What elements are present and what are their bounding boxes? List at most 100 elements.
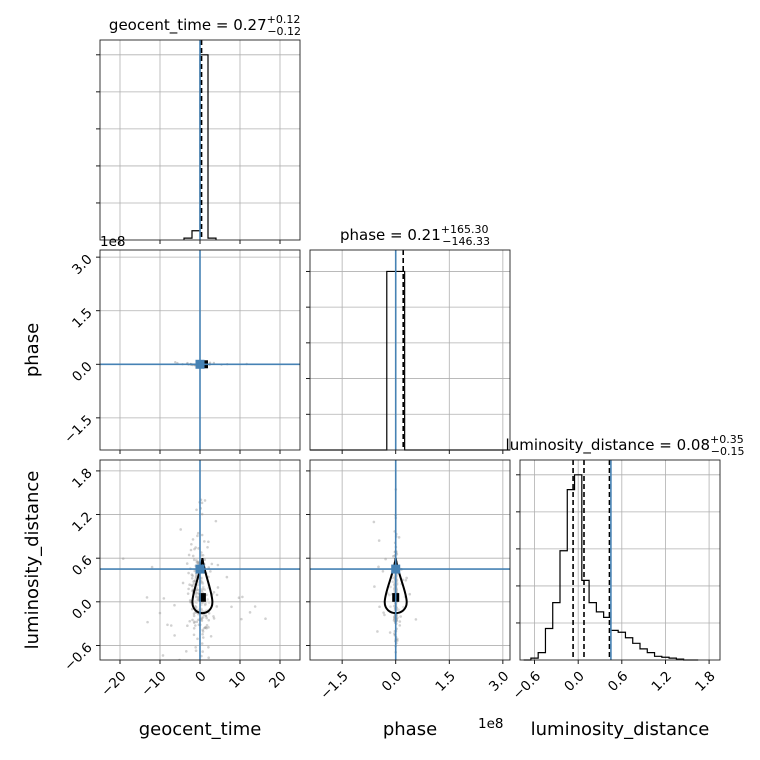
scatter-point	[181, 581, 185, 585]
scatter-point	[373, 585, 376, 588]
scatter-point	[188, 583, 191, 586]
title-eq: =	[385, 226, 407, 244]
scatter-point	[378, 605, 381, 609]
x-tick-label: 0.0	[561, 668, 588, 695]
scatter-point	[196, 596, 200, 600]
scatter-point	[195, 601, 198, 604]
scatter-point	[404, 579, 408, 582]
title-median: 0.21	[407, 226, 440, 244]
scatter-point	[216, 586, 220, 589]
scatter-point	[402, 605, 405, 609]
scatter-point	[121, 557, 125, 560]
scatter-point	[392, 604, 396, 608]
panel-frame	[519, 459, 721, 661]
scatter-point	[216, 563, 220, 567]
scatter-panel-geocent_time-vs-phase: −1.5 0.0 1.5 3.0	[61, 249, 301, 454]
scatter-point	[193, 579, 197, 582]
scatter-point	[197, 560, 200, 564]
scatter-point	[414, 618, 418, 621]
x-tick-label: 1.2	[649, 668, 676, 695]
scatter-point	[210, 562, 214, 566]
y-tick-label: 1.8	[69, 465, 96, 492]
scatter-point	[195, 561, 199, 564]
scatter-point	[194, 576, 198, 580]
truth-marker	[195, 359, 205, 369]
x-tick-label: −20	[98, 668, 129, 699]
scatter-point	[202, 587, 205, 591]
scatter-point	[166, 623, 169, 627]
scatter-point	[191, 574, 194, 578]
title-minus: −0.15	[711, 445, 745, 458]
scatter-point	[179, 528, 183, 531]
scatter-point	[202, 613, 206, 617]
scatter-point	[207, 540, 210, 544]
scatter-point	[372, 520, 376, 524]
x-tick-label: 0.0	[379, 668, 406, 695]
scatter-point	[201, 616, 205, 619]
scatter-point	[240, 617, 243, 621]
scatter-point	[203, 588, 207, 592]
scatter-point	[207, 611, 211, 615]
scatter-point	[193, 620, 196, 624]
scatter-point	[204, 625, 207, 629]
scatter-point	[396, 639, 399, 642]
histogram-step	[310, 270, 510, 451]
scatter-point	[399, 615, 402, 618]
scatter-point	[196, 531, 200, 535]
scatter-point	[200, 533, 204, 537]
scatter-panel-geocent_time-vs-luminosity_distance: −20 −10 0 10 20 −0.6 0.0 0.6 1.2 1.8	[61, 459, 301, 700]
scatter-point	[394, 700, 397, 703]
scatter-point	[194, 605, 197, 608]
scatter-point	[392, 619, 396, 622]
scatter-point	[158, 611, 162, 615]
y-tick-label: −1.5	[61, 412, 95, 446]
scatter-point	[201, 632, 204, 636]
scatter-point	[212, 617, 216, 620]
scatter-point	[388, 631, 392, 634]
scatter-point	[200, 619, 204, 622]
title-plus: +0.35	[710, 433, 744, 446]
scatter-point	[196, 598, 199, 602]
scatter-point	[194, 592, 198, 595]
scatter-point	[201, 630, 205, 633]
scatter-point	[192, 626, 196, 630]
scatter-point	[201, 636, 205, 639]
scatter-point	[189, 548, 193, 552]
scatter-point	[204, 626, 207, 630]
x-tick-label: −1.5	[317, 668, 351, 702]
scatter-point	[185, 562, 189, 565]
scatter-point	[187, 571, 190, 575]
scatter-point	[205, 593, 209, 597]
scatter-point	[206, 545, 209, 549]
scatter-point	[381, 569, 385, 573]
scatter-point	[196, 560, 200, 564]
scatter-point	[186, 624, 189, 628]
scatter-point	[162, 597, 166, 600]
scatter-point	[194, 546, 197, 549]
scatter-point	[200, 642, 204, 645]
scatter-point	[200, 576, 204, 580]
scatter-point	[392, 554, 395, 558]
scatter-point	[190, 542, 193, 546]
scatter-point	[191, 584, 194, 588]
scatter-point	[382, 611, 385, 614]
title-eq: =	[211, 16, 233, 34]
y-tick-label: −0.6	[61, 640, 95, 674]
scatter-panel-phase-vs-luminosity_distance: −1.5 0.0 1.5 3.0	[306, 459, 512, 703]
scatter-point	[195, 594, 198, 598]
scatter-point	[195, 588, 199, 591]
scatter-point	[200, 589, 204, 592]
scatter-point	[230, 605, 233, 609]
scatter-point	[200, 617, 203, 621]
scatter-point	[192, 621, 196, 624]
scatter-point	[195, 588, 199, 591]
y-tick-label: 0.6	[69, 553, 96, 580]
hist-panel-phase: phase = 0.21+165.30 −146.33	[306, 223, 511, 454]
y-tick-label: 1.5	[69, 305, 96, 332]
scatter-point	[200, 580, 204, 584]
scatter-point	[397, 536, 401, 539]
title-plus: +0.12	[267, 13, 301, 26]
scatter-point	[200, 601, 204, 604]
scatter-point	[405, 576, 408, 580]
scatter-point	[200, 581, 204, 585]
